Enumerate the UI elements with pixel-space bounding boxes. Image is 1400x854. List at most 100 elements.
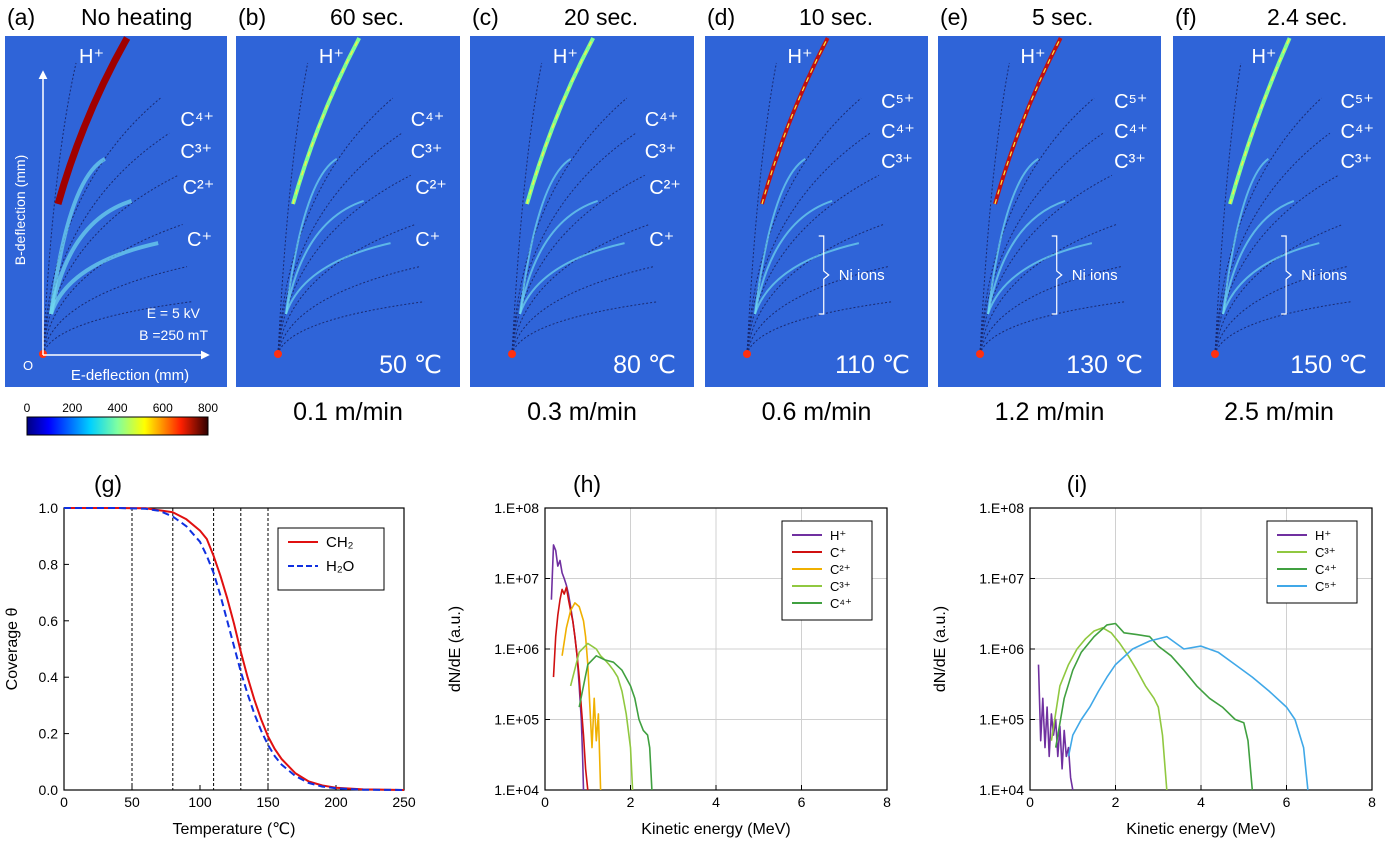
- carbon-trace: [754, 157, 806, 315]
- colorbar-tick: 400: [107, 401, 127, 415]
- ion-trajectory: [511, 224, 650, 355]
- e-deflection-label: E-deflection (mm): [71, 367, 189, 384]
- panel-temperature-f: 150 ℃: [1290, 351, 1367, 379]
- charts: 0 50 100 150 200 2500.00.20.40.60.81.0Tempera…: [4, 471, 1376, 838]
- panel-temperature-c: 80 ℃: [613, 351, 676, 379]
- species-label: C³⁺: [1340, 151, 1372, 173]
- y-tick-label: 0.8: [39, 556, 59, 572]
- carbon-trace: [987, 157, 1039, 315]
- panel-letter-b: (b): [238, 4, 266, 30]
- ion-trajectory: [277, 132, 403, 355]
- series-line: [1037, 664, 1074, 791]
- legend-label: C⁴⁺: [830, 596, 852, 611]
- species-label: H⁺: [1251, 46, 1276, 68]
- ion-trajectory: [979, 132, 1104, 355]
- colorbar-tick-labels: 0 200 400 600 800: [24, 401, 219, 415]
- carbon-trace: [1222, 242, 1320, 315]
- ion-trajectory: [1214, 224, 1343, 355]
- legend-box: [1266, 520, 1358, 604]
- carbon-trace: [49, 199, 133, 315]
- species-label: C⁴⁺: [411, 109, 445, 131]
- carbon-trace: [754, 242, 860, 315]
- ion-trajectory: [1214, 266, 1347, 355]
- x-tick-label: 2: [1112, 794, 1120, 810]
- e-field-label: E = 5 kV: [147, 305, 201, 321]
- species-label: H⁺: [788, 46, 813, 68]
- panel-speed-b: 0.1 m/min: [293, 398, 403, 426]
- chart-i: 0 2 4 6 8 1.E+04 1.E+05 1.E+06 1.E+07 1.E+08 Kinet…: [932, 471, 1376, 838]
- legend-label: C³⁺: [830, 579, 851, 594]
- legend-box: [277, 527, 385, 591]
- detector-panel-d: H⁺ C⁵⁺ C⁴⁺ C³⁺ Ni ions (d) 10 sec. 110 ℃ 0.6 m/m…: [705, 4, 928, 426]
- x-tick-label: 4: [1197, 794, 1205, 810]
- panel-letter-a: (a): [7, 4, 35, 30]
- series-line: [1050, 626, 1168, 791]
- x-tick-label: 50: [124, 794, 140, 810]
- y-tick-label: 0.2: [39, 726, 59, 742]
- panel-temperature-b: 50 ℃: [379, 351, 442, 379]
- carbon-trace: [49, 157, 106, 315]
- y-tick-label: 1.E+04: [494, 782, 539, 798]
- detector-background: [938, 36, 1161, 387]
- colorbar: 0 200 400 600 800: [24, 401, 219, 436]
- y-tick-label: 1.0: [39, 500, 59, 516]
- species-label: C²⁺: [649, 177, 681, 199]
- y-tick-label: 1.E+05: [979, 712, 1024, 728]
- species-label: H⁺: [553, 46, 578, 68]
- ni-ions-label: Ni ions: [1301, 267, 1347, 284]
- x-tick-label: 8: [1368, 794, 1376, 810]
- detector-images: H⁺ C⁴⁺ C³⁺ C²⁺ C⁺ (a) No heating H⁺ C⁴⁺ C³⁺ C²⁺ C⁺ (…: [5, 4, 1385, 426]
- ion-trajectory: [1214, 174, 1339, 355]
- carbon-trace: [519, 242, 625, 315]
- ion-trajectory: [277, 174, 411, 355]
- x-tick-label: 0: [541, 794, 549, 810]
- x-tick-label: 4: [712, 794, 720, 810]
- panel-title-c: 20 sec.: [564, 4, 638, 30]
- legend-label: CH₂: [326, 534, 354, 551]
- ion-trajectory: [42, 97, 161, 355]
- ion-trajectory: [511, 132, 637, 355]
- x-tick-label: 6: [1283, 794, 1291, 810]
- y-tick-label: 1.E+08: [494, 500, 539, 516]
- panel-title-a: No heating: [81, 4, 192, 30]
- species-label: C⁺: [415, 229, 440, 251]
- species-label: C⁴⁺: [881, 121, 915, 143]
- proton-trace-core: [1229, 37, 1291, 205]
- panel-a-annotations: B-deflection (mm) E-deflection (mm) O E …: [12, 70, 210, 384]
- ion-trajectory: [746, 301, 893, 355]
- ion-trajectory: [1214, 132, 1331, 355]
- colorbar-tick: 800: [198, 401, 218, 415]
- ni-bracket: [1281, 235, 1293, 315]
- species-label: C⁺: [649, 229, 674, 251]
- detector-panel-f: H⁺ C⁵⁺ C⁴⁺ C³⁺ Ni ions (f) 2.4 sec. 150 ℃ 2.5 m/…: [1173, 4, 1385, 426]
- species-label: C⁴⁺: [1114, 121, 1148, 143]
- panel-letter-g: (g): [94, 471, 122, 497]
- species-label: C⁵⁺: [1114, 91, 1147, 113]
- panel-letter-c: (c): [472, 4, 499, 30]
- y-tick-label: 1.E+07: [979, 571, 1024, 587]
- ion-trajectory: [42, 266, 188, 355]
- carbon-trace: [285, 157, 338, 315]
- y-tick-label: 1.E+04: [979, 782, 1024, 798]
- ion-trajectory: [1214, 97, 1322, 355]
- panel-title-b: 60 sec.: [330, 4, 404, 30]
- proton-trace-core: [526, 37, 594, 205]
- species-label: C⁺: [187, 229, 212, 251]
- legend-label: H⁺: [830, 528, 846, 543]
- ion-trajectory: [979, 266, 1121, 355]
- ion-trajectory: [277, 301, 425, 355]
- species-label: C⁴⁺: [180, 109, 214, 131]
- y-tick-label: 0.4: [39, 669, 59, 685]
- ion-trajectory: [746, 97, 862, 355]
- series-line: [1054, 622, 1254, 791]
- species-label: C³⁺: [180, 141, 212, 163]
- species-label: C⁴⁺: [1340, 121, 1374, 143]
- detector-background: [5, 36, 227, 387]
- zero-point: [743, 350, 751, 358]
- ion-trajectory: [746, 266, 888, 355]
- ion-trajectory: [277, 62, 309, 355]
- carbon-trace: [1222, 200, 1295, 315]
- panel-speed-f: 2.5 m/min: [1224, 398, 1334, 426]
- species-label: C³⁺: [1114, 151, 1146, 173]
- colorbar-tick: 600: [153, 401, 173, 415]
